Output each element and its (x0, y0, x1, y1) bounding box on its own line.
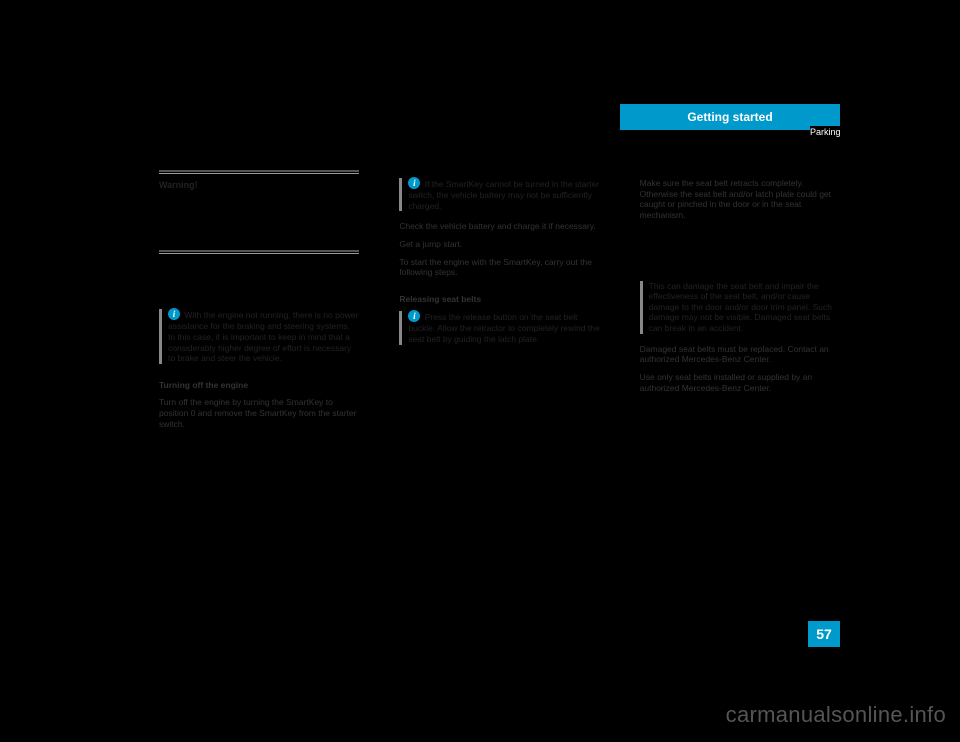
divider (159, 173, 359, 174)
paragraph: Turn off the engine by turning the Smart… (159, 397, 359, 429)
section-sub-label: Parking (810, 126, 840, 138)
heading: Turning off the engine (159, 380, 359, 391)
info-note: i Press the release button on the seat b… (399, 311, 599, 344)
manual-page: Getting started Parking Warning! i With … (0, 0, 960, 742)
paragraph: Check the vehicle battery and charge it … (399, 221, 599, 232)
paragraph: Use only seat belts installed or supplie… (640, 372, 840, 393)
rule-block-top: Warning! (159, 170, 359, 254)
divider (159, 170, 359, 172)
section-tab: Getting started (620, 104, 840, 130)
watermark: carmanualsonline.info (726, 702, 946, 728)
info-note: i If the SmartKey cannot be turned in th… (399, 178, 599, 211)
info-text: This can damage the seat belt and impair… (649, 281, 832, 334)
info-icon: i (408, 310, 420, 322)
info-text: With the engine not running, there is no… (168, 310, 358, 363)
info-icon: i (168, 308, 180, 320)
column-middle: i If the SmartKey cannot be turned in th… (399, 170, 599, 622)
page-number: 57 (808, 621, 840, 647)
info-text: If the SmartKey cannot be turned in the … (408, 179, 599, 211)
paragraph: To start the engine with the SmartKey, c… (399, 257, 599, 278)
section-tab-label: Getting started (687, 110, 772, 124)
page-number-value: 57 (816, 626, 832, 642)
paragraph: Make sure the seat belt retracts complet… (640, 178, 840, 221)
column-right: Make sure the seat belt retracts complet… (640, 170, 840, 622)
warning-heading: Warning! (159, 180, 359, 191)
info-note: This can damage the seat belt and impair… (640, 281, 840, 334)
divider (159, 250, 359, 252)
paragraph: Damaged seat belts must be replaced. Con… (640, 344, 840, 365)
info-icon: i (408, 177, 420, 189)
column-left: Warning! i With the engine not running, … (159, 170, 359, 622)
divider (159, 253, 359, 254)
info-text: Press the release button on the seat bel… (408, 312, 599, 344)
info-note: i With the engine not running, there is … (159, 309, 359, 364)
paragraph: Get a jump start. (399, 239, 599, 250)
content-columns: Warning! i With the engine not running, … (159, 170, 840, 622)
heading: Releasing seat belts (399, 294, 599, 305)
